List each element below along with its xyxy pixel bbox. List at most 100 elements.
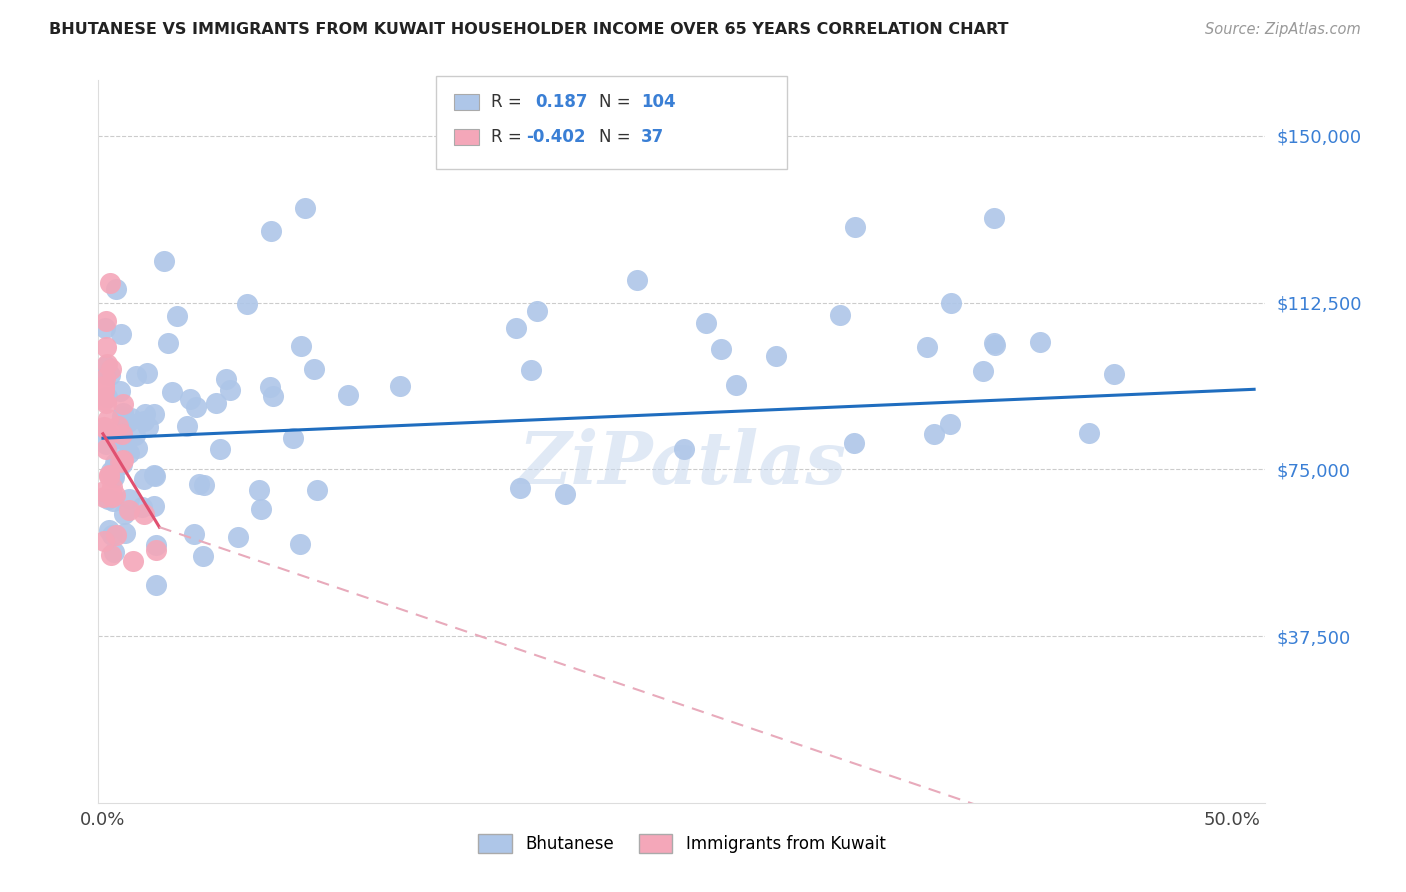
Point xyxy=(97,469,120,483)
Point xyxy=(118,446,141,460)
Point xyxy=(842,436,865,450)
Point xyxy=(111,454,134,468)
Point xyxy=(143,467,166,482)
Point xyxy=(176,418,198,433)
Point xyxy=(104,488,127,502)
Point xyxy=(554,486,576,500)
Point xyxy=(520,363,543,377)
Point xyxy=(120,411,142,425)
Point xyxy=(939,417,962,432)
Text: -0.402: -0.402 xyxy=(526,128,585,146)
Point xyxy=(288,537,311,551)
Point xyxy=(145,538,167,552)
Legend: Bhutanese, Immigrants from Kuwait: Bhutanese, Immigrants from Kuwait xyxy=(472,827,891,860)
Point xyxy=(93,380,115,394)
Point xyxy=(153,254,176,268)
Point xyxy=(983,335,1005,350)
Point xyxy=(830,308,852,322)
Point xyxy=(336,387,359,401)
Point xyxy=(262,389,284,403)
Point xyxy=(101,480,124,494)
Text: N =: N = xyxy=(599,128,630,146)
Point xyxy=(93,393,115,408)
Point xyxy=(96,359,118,373)
Point xyxy=(104,527,127,541)
Text: Source: ZipAtlas.com: Source: ZipAtlas.com xyxy=(1205,22,1361,37)
Point xyxy=(509,481,531,495)
Point xyxy=(294,201,316,215)
Text: BHUTANESE VS IMMIGRANTS FROM KUWAIT HOUSEHOLDER INCOME OVER 65 YEARS CORRELATION: BHUTANESE VS IMMIGRANTS FROM KUWAIT HOUS… xyxy=(49,22,1008,37)
Point xyxy=(97,492,120,507)
Point xyxy=(124,428,146,442)
Point xyxy=(108,455,131,469)
Point xyxy=(136,366,159,380)
Text: R =: R = xyxy=(491,128,522,146)
Text: 104: 104 xyxy=(641,93,676,111)
Point xyxy=(922,426,945,441)
Point xyxy=(844,219,866,234)
Point xyxy=(260,224,283,238)
Point xyxy=(672,442,695,457)
Point xyxy=(132,507,155,521)
Point xyxy=(112,406,135,420)
Point xyxy=(121,554,143,568)
Point xyxy=(193,478,215,492)
Point xyxy=(117,415,139,429)
Point xyxy=(107,418,129,433)
Point xyxy=(94,423,117,437)
Point xyxy=(111,397,134,411)
Point xyxy=(162,385,184,400)
Point xyxy=(103,433,125,447)
Point xyxy=(110,454,132,468)
Point xyxy=(250,501,273,516)
Point xyxy=(100,464,122,478)
Point xyxy=(134,407,156,421)
Point xyxy=(93,533,115,548)
Point xyxy=(131,500,153,514)
Point xyxy=(143,468,166,483)
Text: N =: N = xyxy=(599,93,630,111)
Point xyxy=(93,370,115,384)
Point xyxy=(96,390,118,404)
Point xyxy=(302,362,325,376)
Point xyxy=(136,419,159,434)
Point xyxy=(179,392,201,407)
Point xyxy=(93,378,115,392)
Point xyxy=(112,508,135,522)
Point xyxy=(236,297,259,311)
Point xyxy=(108,384,131,398)
Point xyxy=(104,456,127,470)
Point xyxy=(94,340,117,354)
Point xyxy=(101,491,124,505)
Point xyxy=(93,484,115,499)
Point xyxy=(94,314,117,328)
Point xyxy=(94,320,117,334)
Point xyxy=(97,412,120,426)
Point xyxy=(145,543,167,558)
Point xyxy=(97,523,120,537)
Point xyxy=(1078,426,1101,441)
Point xyxy=(247,483,270,497)
Text: 37: 37 xyxy=(641,128,665,146)
Point xyxy=(111,453,134,467)
Point xyxy=(98,368,121,383)
Point xyxy=(98,276,121,290)
Point xyxy=(118,492,141,507)
Point xyxy=(100,548,122,562)
Point xyxy=(939,296,962,310)
Point xyxy=(100,425,122,440)
Point xyxy=(143,500,166,514)
Point xyxy=(983,211,1005,225)
Point xyxy=(208,442,231,457)
Point xyxy=(166,309,188,323)
Point xyxy=(93,420,115,434)
Point xyxy=(228,530,250,544)
Point xyxy=(101,494,124,508)
Point xyxy=(186,400,208,414)
Point xyxy=(94,367,117,381)
Point xyxy=(111,448,134,462)
Point xyxy=(765,349,787,363)
Point xyxy=(96,426,118,441)
Point xyxy=(219,384,242,398)
Point xyxy=(110,326,132,341)
